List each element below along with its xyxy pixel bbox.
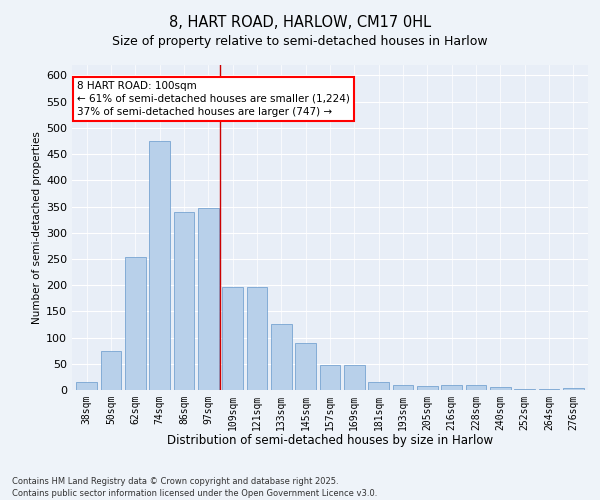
Bar [222, 288, 243, 390]
Y-axis label: Number of semi-detached properties: Number of semi-detached properties [32, 131, 42, 324]
Bar [563, 388, 584, 390]
Bar [539, 389, 559, 390]
Bar [198, 208, 218, 390]
Bar [295, 343, 316, 390]
Text: 8 HART ROAD: 100sqm
← 61% of semi-detached houses are smaller (1,224)
37% of sem: 8 HART ROAD: 100sqm ← 61% of semi-detach… [77, 80, 350, 117]
Bar [368, 382, 389, 390]
Bar [466, 385, 487, 390]
Bar [392, 385, 413, 390]
X-axis label: Distribution of semi-detached houses by size in Harlow: Distribution of semi-detached houses by … [167, 434, 493, 448]
Bar [344, 366, 365, 390]
Bar [514, 389, 535, 390]
Bar [490, 388, 511, 390]
Text: Size of property relative to semi-detached houses in Harlow: Size of property relative to semi-detach… [112, 35, 488, 48]
Text: 8, HART ROAD, HARLOW, CM17 0HL: 8, HART ROAD, HARLOW, CM17 0HL [169, 15, 431, 30]
Bar [271, 324, 292, 390]
Bar [417, 386, 438, 390]
Bar [101, 350, 121, 390]
Bar [442, 386, 462, 390]
Bar [125, 258, 146, 390]
Bar [320, 366, 340, 390]
Bar [76, 382, 97, 390]
Bar [173, 212, 194, 390]
Text: Contains HM Land Registry data © Crown copyright and database right 2025.
Contai: Contains HM Land Registry data © Crown c… [12, 476, 377, 498]
Bar [149, 141, 170, 390]
Bar [247, 288, 268, 390]
